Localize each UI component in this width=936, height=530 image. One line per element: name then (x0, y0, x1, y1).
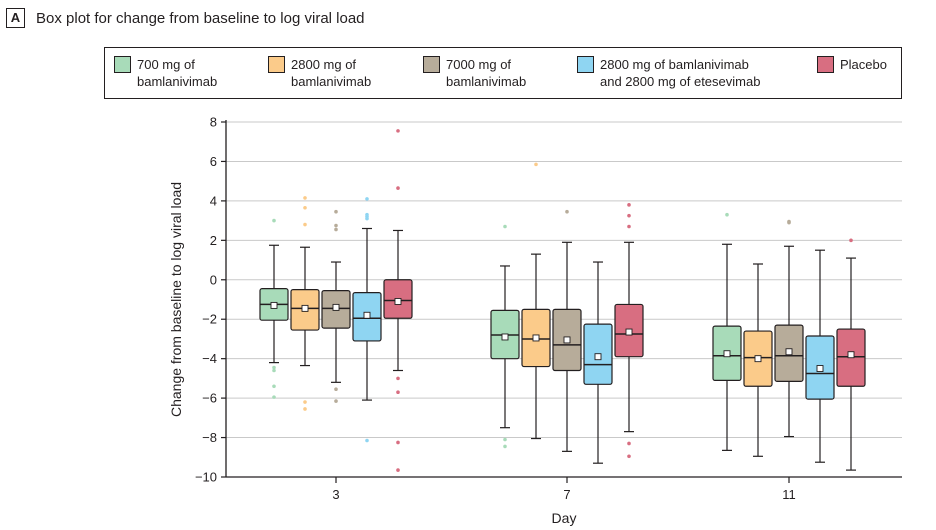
outlier-point (303, 222, 307, 227)
mean-marker (816, 365, 824, 372)
legend-item-7000mg: 7000 mg of bamlanivimab (423, 56, 526, 90)
mean-marker (754, 355, 762, 363)
y-tick-label: 4 (210, 193, 217, 208)
mean-marker (301, 304, 309, 312)
mean-marker (394, 298, 402, 305)
outlier-point (627, 203, 631, 207)
y-tick-label: −6 (202, 391, 217, 406)
mean-marker (332, 303, 340, 311)
mean-marker (785, 348, 793, 356)
outlier-point (396, 440, 400, 445)
legend-swatch (577, 56, 594, 73)
mean-marker (501, 333, 509, 341)
outlier-point (303, 400, 307, 404)
outlier-point (272, 395, 276, 399)
y-tick-label: 8 (210, 115, 217, 130)
legend-label-line1: 2800 mg of bamlanivimab (600, 57, 749, 72)
outlier-point (334, 227, 338, 232)
x-tick-label: 7 (563, 487, 570, 502)
outlier-point (503, 437, 507, 442)
y-tick-label: −2 (202, 312, 217, 327)
legend-swatch (817, 56, 834, 73)
y-tick-label: 0 (210, 272, 217, 287)
outlier-point (334, 387, 338, 392)
outlier-point (334, 209, 338, 214)
legend-label-line2: and 2800 mg of etesevimab (600, 74, 761, 89)
x-tick-label: 11 (782, 487, 796, 502)
legend-item-combination: 2800 mg of bamlanivimab and 2800 mg of et… (577, 56, 760, 90)
legend-item-700mg: 700 mg of bamlanivimab (114, 56, 217, 90)
y-tick-label: 6 (210, 154, 217, 169)
outlier-point (396, 390, 400, 394)
y-tick-label: −8 (202, 430, 217, 445)
outlier-point (303, 205, 307, 210)
outlier-point (272, 384, 276, 389)
outlier-point (503, 444, 507, 449)
legend-label-line1: Placebo (840, 57, 887, 72)
panel-label: A (6, 8, 25, 28)
outlier-point (627, 454, 631, 459)
mean-marker (625, 328, 633, 336)
outlier-point (272, 218, 276, 223)
y-tick-label: −4 (202, 351, 217, 366)
outlier-point (503, 224, 507, 229)
outlier-point (365, 197, 369, 201)
x-tick-label: 3 (332, 487, 339, 502)
legend-label-line2: bamlanivimab (137, 74, 218, 89)
legend-swatch (423, 56, 440, 73)
outlier-point (627, 224, 631, 229)
outlier-point (849, 238, 853, 243)
outlier-point (272, 365, 276, 370)
outlier-point (303, 407, 307, 411)
outlier-point (396, 468, 400, 472)
outlier-point (725, 212, 729, 217)
outlier-point (334, 223, 338, 228)
legend-label-line1: 2800 mg of (291, 57, 357, 72)
legend-label-line2: bamlanivimab (446, 74, 527, 89)
legend-label-line1: 7000 mg of (446, 57, 512, 72)
legend: 700 mg of bamlanivimab 2800 mg of bamlaniv… (104, 47, 902, 99)
legend-item-2800mg: 2800 mg of bamlanivimab (268, 56, 371, 90)
y-tick-label: −10 (195, 470, 217, 485)
mean-marker (723, 350, 731, 358)
outlier-point (534, 162, 538, 167)
outlier-point (565, 209, 569, 214)
mean-marker (563, 336, 571, 344)
outlier-point (787, 220, 791, 225)
outlier-point (396, 186, 400, 190)
outlier-point (627, 441, 631, 446)
outlier-point (334, 399, 338, 403)
outlier-point (365, 216, 369, 221)
legend-item-placebo: Placebo (817, 56, 887, 73)
outlier-point (272, 368, 276, 373)
outlier-point (396, 376, 400, 381)
legend-swatch (268, 56, 285, 73)
legend-label-line2: bamlanivimab (291, 74, 372, 89)
outlier-point (365, 438, 369, 443)
panel-header: A Box plot for change from baseline to l… (6, 8, 365, 28)
mean-marker (847, 351, 855, 359)
outlier-point (627, 213, 631, 218)
legend-swatch (114, 56, 131, 73)
mean-marker (363, 311, 371, 319)
legend-label-line1: 700 mg of (137, 57, 195, 72)
mean-marker (270, 301, 278, 309)
x-axis-title: Day (552, 510, 577, 526)
mean-marker (594, 353, 602, 361)
outlier-point (396, 129, 400, 133)
y-axis-title: Change from baseline to log viral load (168, 182, 184, 417)
y-tick-label: 2 (210, 233, 217, 248)
chart-title: Box plot for change from baseline to log… (36, 9, 365, 27)
outlier-point (303, 196, 307, 200)
mean-marker (532, 334, 540, 342)
